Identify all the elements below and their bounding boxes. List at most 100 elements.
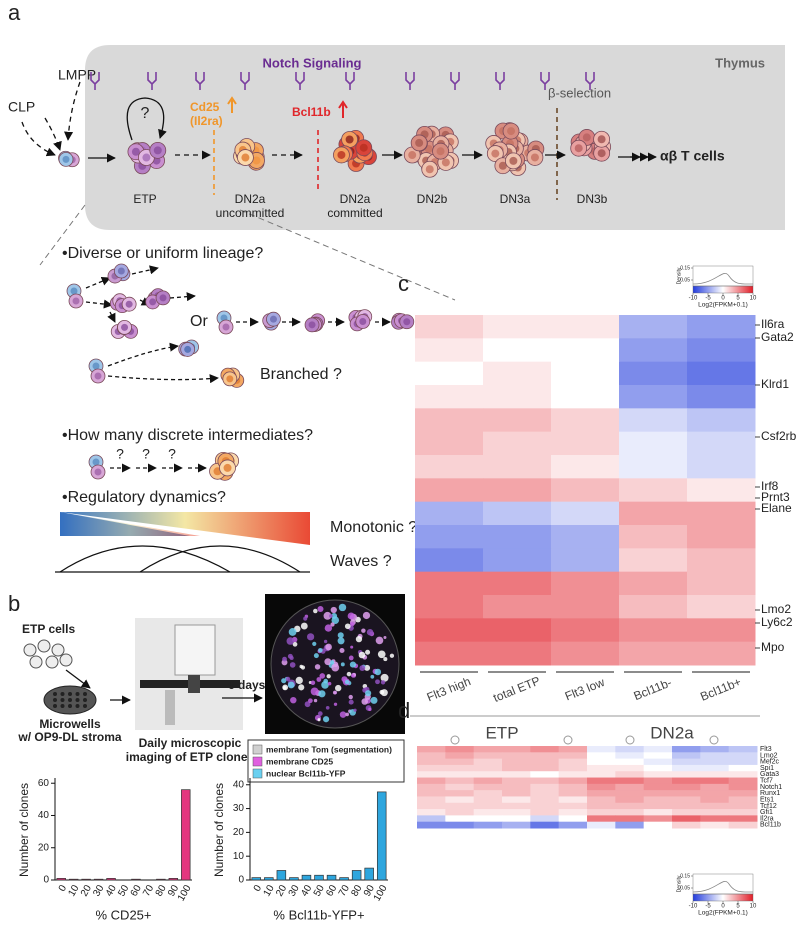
heatmap-cell — [551, 455, 620, 479]
heatmap-cell — [558, 790, 588, 797]
fluorescent-cell — [330, 660, 335, 665]
heatmap-cell — [687, 618, 756, 643]
fluorescent-cell — [380, 680, 386, 685]
cell-nucleus — [436, 147, 445, 156]
heatmap-cell — [483, 548, 552, 573]
heatmap-cell — [417, 777, 446, 785]
gene-label: Il6ra — [761, 317, 785, 331]
cell-nucleus — [94, 372, 102, 380]
heatmap-cell — [551, 478, 620, 503]
heatmap-cell — [672, 796, 701, 804]
fluorescent-cell — [298, 684, 305, 691]
heatmap-cell — [415, 315, 484, 339]
heatmap-cell — [700, 790, 730, 797]
heatmap-cell — [643, 777, 673, 785]
fluorescent-cell — [338, 603, 347, 612]
heatmap-cell — [473, 809, 503, 816]
fluorescent-cell — [324, 658, 332, 666]
heatmap-cell — [687, 595, 756, 619]
cell-nucleus — [92, 362, 100, 370]
heatmap-cell — [619, 595, 688, 619]
or-label: Or — [190, 313, 208, 330]
heatmap-cell — [687, 641, 756, 666]
heatmap-cell — [587, 815, 616, 823]
heatmap-cell — [687, 408, 756, 433]
etp-cell — [59, 653, 73, 667]
gene-label: Runx1 — [760, 790, 780, 797]
fluorescent-cell — [323, 639, 328, 644]
heatmap-cell — [587, 783, 616, 791]
heatmap-cell — [415, 385, 484, 409]
gene-label: Gfi1 — [760, 809, 773, 816]
heatmap-cell — [643, 758, 673, 766]
fluorescent-cell — [286, 637, 295, 645]
heatmap-cell — [415, 641, 484, 666]
gene-label: Notch1 — [760, 784, 782, 791]
gene-label: Klrd1 — [761, 377, 789, 391]
microwell — [53, 692, 57, 696]
heatmap-cell — [687, 525, 756, 549]
heatmap-cell — [615, 758, 645, 766]
density-tick-label: 0.15 — [680, 265, 690, 271]
heatmap-cell — [558, 777, 588, 785]
heatmap-cell — [473, 752, 503, 760]
microwell — [53, 698, 57, 702]
bar — [351, 870, 362, 881]
question: •Diverse or uniform lineage? — [62, 245, 263, 262]
heatmap-cell — [700, 758, 730, 766]
connector — [64, 81, 81, 141]
fluorescent-cell — [383, 657, 388, 662]
cell-nucleus — [72, 297, 80, 305]
x-tick-label: 10 — [66, 883, 81, 899]
notch-receptor — [495, 72, 505, 90]
fluorescent-cell — [285, 676, 291, 682]
etp-cell — [51, 643, 65, 657]
notch-receptor — [147, 72, 157, 90]
bar — [364, 867, 374, 881]
heatmap-cell — [615, 783, 645, 791]
fluorescent-cell — [383, 636, 387, 640]
heatmap-cell — [728, 758, 758, 766]
colorbar — [692, 893, 754, 902]
imaging-label: imaging of ETP clones — [126, 750, 255, 764]
colorbar — [692, 285, 754, 294]
heatmap-cell — [502, 821, 531, 829]
connector — [107, 311, 116, 323]
cell-nucleus — [597, 149, 606, 158]
heatmap-cell — [643, 790, 673, 797]
bar — [276, 870, 287, 881]
progenitor-label: CLP — [8, 99, 35, 115]
cell-nucleus — [62, 155, 70, 163]
fluorescent-cell — [337, 632, 344, 639]
heatmap-cell — [417, 809, 446, 816]
fluorescent-cell — [290, 696, 297, 704]
heatmap-cell — [417, 746, 446, 753]
stage-sublabel: uncommitted — [216, 206, 285, 220]
heatmap-cell — [728, 802, 758, 810]
heatmap-cell — [551, 408, 620, 433]
density-tick-label: 0.05 — [680, 885, 690, 891]
fluorescent-cell — [292, 641, 298, 647]
colorbar-label: Log2(FPKM+0.1) — [698, 302, 748, 309]
fluorescent-cell — [362, 611, 371, 620]
fluorescent-cell — [307, 633, 315, 641]
heatmap-cell — [502, 746, 531, 753]
microwell-label: w/ OP9-DL stroma — [17, 730, 121, 744]
heatmap-cell — [415, 501, 484, 526]
heatmap-cell — [672, 815, 701, 823]
heatmap-cell — [728, 809, 758, 816]
panel-label: c — [398, 271, 409, 296]
legend-swatch — [252, 756, 263, 767]
heatmap-cell — [530, 796, 560, 804]
legend-label: nuclear Bcl11b-YFP — [266, 768, 346, 778]
heatmap-cell — [445, 771, 475, 779]
heatmap-cell — [417, 783, 446, 791]
notch-receptor — [405, 72, 415, 90]
heatmap-cell — [619, 501, 688, 526]
heatmap-cell — [619, 618, 688, 643]
heatmap-cell — [415, 548, 484, 573]
microscope-body — [174, 624, 216, 676]
etp-cell — [29, 655, 43, 669]
y-axis-label: Number of clones — [17, 783, 31, 877]
cell-nucleus — [252, 156, 261, 165]
